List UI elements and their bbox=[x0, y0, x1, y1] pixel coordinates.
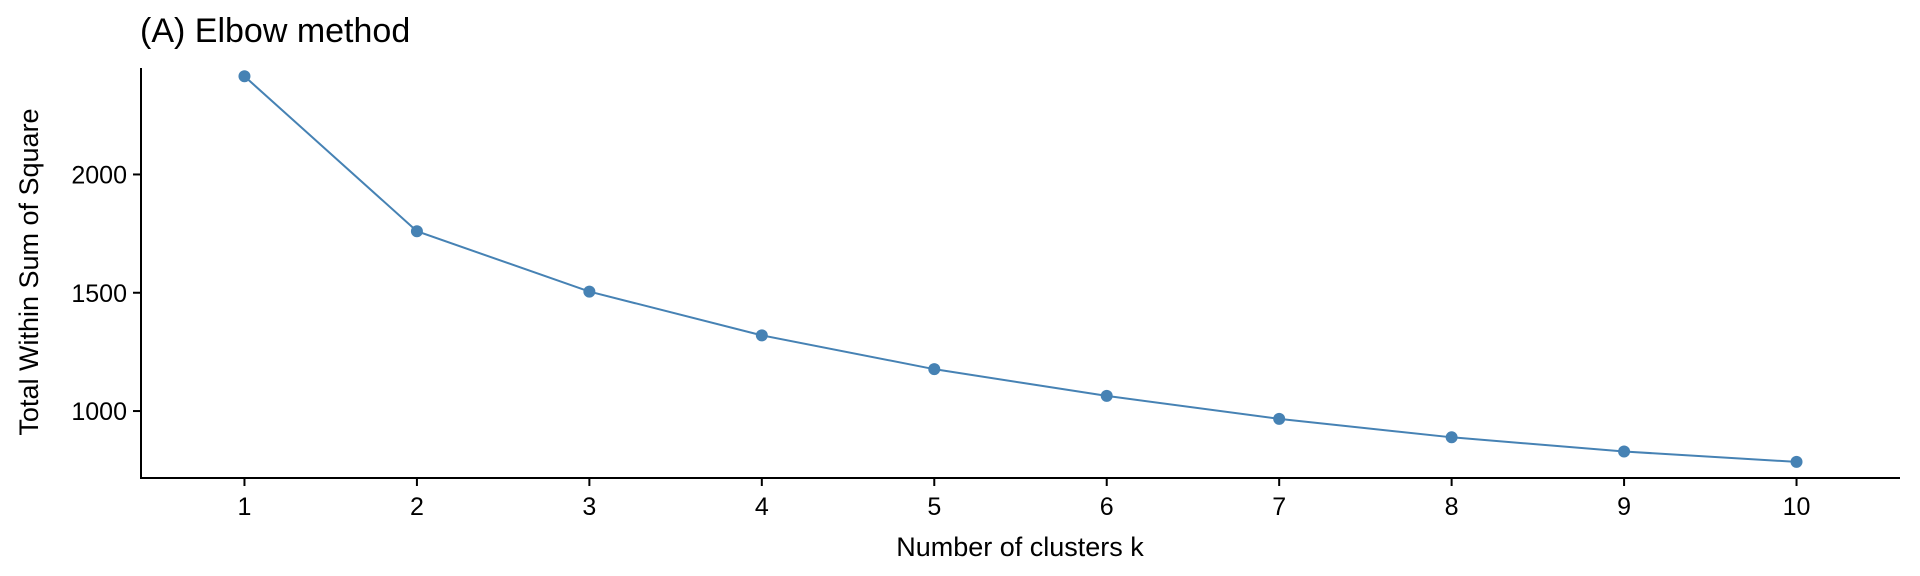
x-tick-label: 10 bbox=[1783, 493, 1811, 521]
plot-axes bbox=[140, 68, 1900, 479]
data-point bbox=[1273, 412, 1286, 425]
data-point bbox=[238, 70, 251, 83]
y-tick-label: 2000 bbox=[71, 161, 127, 189]
data-point bbox=[755, 329, 768, 342]
data-point bbox=[1100, 389, 1113, 402]
y-tick-label: 1500 bbox=[71, 280, 127, 308]
x-tick-label: 2 bbox=[410, 493, 424, 521]
series-line bbox=[243, 75, 1797, 463]
series-points bbox=[238, 70, 1803, 468]
x-tick-label: 6 bbox=[1100, 493, 1114, 521]
x-tick-label: 1 bbox=[238, 493, 252, 521]
data-point bbox=[1790, 455, 1803, 468]
x-tick-label: 4 bbox=[755, 493, 769, 521]
y-axis-label: Total Within Sum of Square bbox=[14, 108, 44, 435]
data-point bbox=[583, 285, 596, 298]
series-lines bbox=[243, 75, 1797, 463]
x-axis-label: Number of clusters k bbox=[896, 532, 1144, 562]
x-tick-label: 8 bbox=[1445, 493, 1459, 521]
x-tick-label: 7 bbox=[1272, 493, 1286, 521]
x-ticks: 1 2 3 4 5 6 7 8 9 10 bbox=[238, 478, 1811, 521]
data-point bbox=[1618, 445, 1631, 458]
data-point bbox=[410, 225, 423, 238]
y-ticks: 1000 1500 2000 bbox=[71, 161, 141, 426]
x-tick-label: 9 bbox=[1617, 493, 1631, 521]
data-point bbox=[928, 363, 941, 376]
x-tick-label: 5 bbox=[927, 493, 941, 521]
x-tick-label: 3 bbox=[582, 493, 596, 521]
chart-title: (A) Elbow method bbox=[140, 12, 410, 50]
y-tick-label: 1000 bbox=[71, 398, 127, 426]
data-point bbox=[1445, 431, 1458, 444]
